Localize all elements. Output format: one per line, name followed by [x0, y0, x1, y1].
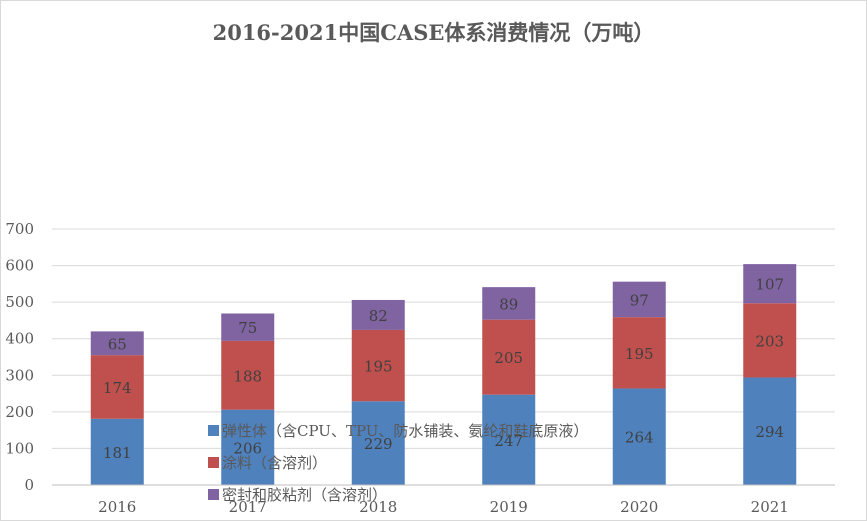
x-tick-label: 2018: [359, 498, 397, 516]
data-label: 203: [755, 332, 784, 350]
chart-title: 2016-2021中国CASE体系消费情况（万吨）: [212, 20, 655, 45]
data-label: 195: [625, 345, 654, 363]
data-label: 82: [369, 307, 388, 325]
legend-swatch: [208, 425, 219, 436]
data-label: 195: [364, 358, 393, 376]
data-label: 247: [494, 432, 523, 450]
data-label: 205: [494, 349, 523, 367]
data-label: 97: [630, 291, 649, 309]
bar-segment: [221, 409, 275, 485]
x-tick-label: 2016: [98, 498, 136, 516]
data-label: 107: [755, 276, 784, 294]
bar-segment: [90, 418, 144, 485]
bar-segment: [743, 264, 797, 304]
bar-segment: [612, 388, 666, 485]
data-label: 89: [499, 295, 518, 313]
y-tick-label: 700: [5, 220, 34, 238]
data-label: 75: [238, 319, 257, 337]
x-tick-label: 2017: [229, 498, 267, 516]
legend-swatch: [208, 489, 219, 500]
bar-segment: [612, 281, 666, 318]
y-tick-label: 500: [5, 293, 34, 311]
bar-segment: [351, 299, 405, 330]
bar-segment: [351, 401, 405, 485]
data-label: 174: [103, 379, 132, 397]
y-tick-label: 0: [24, 476, 34, 494]
bar-segment: [221, 313, 275, 341]
x-tick-label: 2019: [490, 498, 528, 516]
data-label: 229: [364, 435, 393, 453]
bar-segment: [743, 303, 797, 378]
bar-segment: [351, 329, 405, 402]
bar-segment: [743, 377, 797, 485]
bar-segment: [90, 331, 144, 356]
y-tick-label: 100: [5, 439, 34, 457]
data-label: 181: [103, 444, 132, 462]
bar-segment: [221, 340, 275, 410]
x-tick-label: 2020: [620, 498, 658, 516]
y-tick-label: 600: [5, 257, 34, 275]
legend-entry: 涂料（含溶剂）: [222, 454, 327, 472]
y-tick-label: 200: [5, 403, 34, 421]
data-label: 294: [755, 423, 784, 441]
bar-segment: [90, 355, 144, 419]
data-label: 188: [233, 367, 262, 385]
y-tick-label: 400: [5, 330, 34, 348]
data-label: 206: [233, 439, 262, 457]
bar-segment: [612, 317, 666, 389]
legend-entry: 弹性体（含CPU、TPU、防水铺装、氨纶和鞋底原液）: [222, 422, 588, 440]
bar-segment: [482, 287, 536, 320]
legend-entry: 密封和胶粘剂（含溶剂）: [222, 486, 387, 504]
x-tick-label: 2021: [751, 498, 789, 516]
legend-swatch: [208, 457, 219, 468]
bar-segment: [482, 319, 536, 395]
bar-segment: [482, 394, 536, 485]
data-label: 264: [625, 429, 654, 447]
y-tick-label: 300: [5, 366, 34, 384]
data-label: 65: [108, 335, 127, 353]
